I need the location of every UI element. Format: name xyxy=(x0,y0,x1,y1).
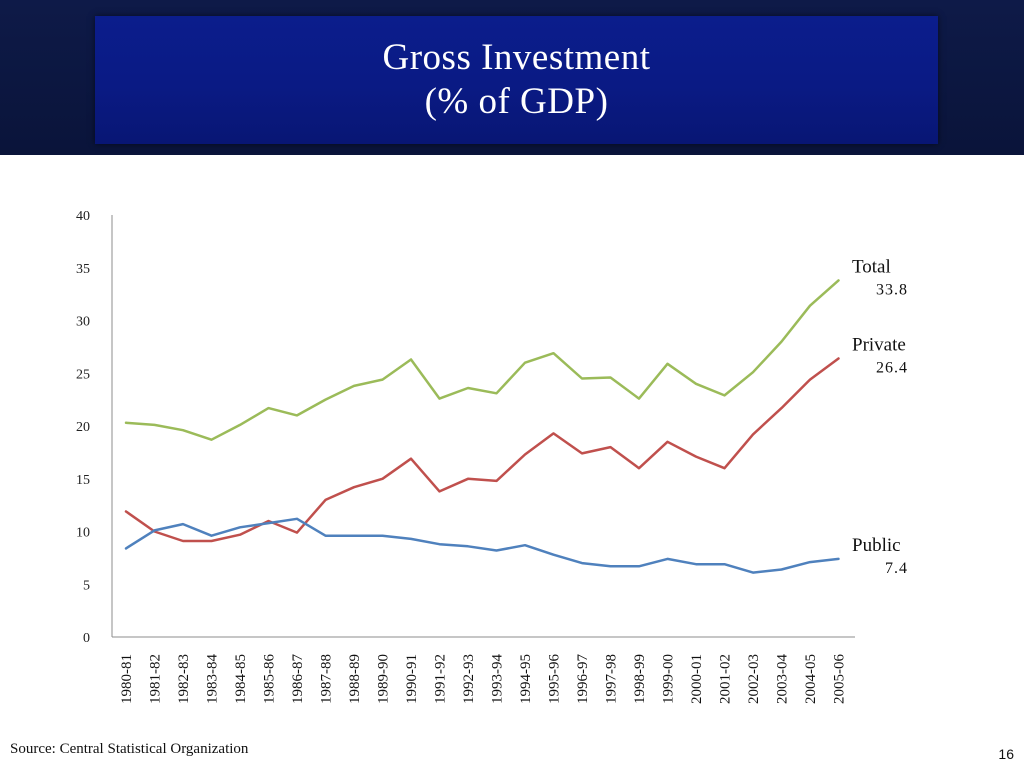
series-line-private xyxy=(124,357,840,543)
source-note: Source: Central Statistical Organization xyxy=(10,741,249,757)
x-tick-label: 1992-93 xyxy=(461,654,477,704)
y-axis-ticks: 0 5 10 15 20 25 30 35 40 xyxy=(76,209,90,646)
x-tick-label: 1999-00 xyxy=(661,654,677,704)
series-labels: Total 33.8 Private 26.4 Public 7.4 xyxy=(852,256,908,577)
series-end-value-public: 7.4 xyxy=(885,560,908,577)
chart-axes xyxy=(111,215,855,638)
series-label-private: Private xyxy=(852,334,906,355)
y-tick-label: 0 xyxy=(83,631,90,646)
series-label-public: Public xyxy=(852,535,901,556)
x-tick-label: 1991-92 xyxy=(433,654,449,704)
x-tick-label: 2000-01 xyxy=(689,654,705,704)
x-tick-label: 1983-84 xyxy=(205,654,221,704)
series-line-total xyxy=(124,279,840,441)
x-tick-label: 1993-94 xyxy=(490,654,506,704)
x-tick-label: 1997-98 xyxy=(604,654,620,704)
slide-title-line-2: (% of GDP) xyxy=(424,81,609,122)
x-tick-label: 1982-83 xyxy=(176,654,192,704)
x-tick-label: 1994-95 xyxy=(518,654,534,704)
x-tick-label: 2002-03 xyxy=(746,654,762,704)
title-box: Gross Investment (% of GDP) xyxy=(95,16,938,144)
x-tick-label: 1985-86 xyxy=(262,654,278,704)
x-tick-label: 1981-82 xyxy=(148,654,164,704)
x-tick-label: 1996-97 xyxy=(575,654,591,704)
y-tick-label: 20 xyxy=(76,420,90,435)
y-tick-label: 5 xyxy=(83,578,90,593)
x-axis-ticks: 1980-81 1981-82 1982-83 1983-84 1984-85 1985-… xyxy=(119,654,848,704)
x-tick-label: 1988-89 xyxy=(347,654,363,704)
page-number: 16 xyxy=(998,746,1014,762)
x-tick-label: 1998-99 xyxy=(632,654,648,704)
x-tick-label: 2004-05 xyxy=(803,654,819,704)
x-tick-label: 1984-85 xyxy=(233,654,249,704)
x-tick-label: 1987-88 xyxy=(319,654,335,704)
slide-title-line-1: Gross Investment xyxy=(382,37,651,78)
series-line-public xyxy=(124,517,840,574)
x-tick-label: 1980-81 xyxy=(119,654,135,704)
x-tick-label: 2005-06 xyxy=(832,654,848,704)
x-tick-label: 1986-87 xyxy=(290,654,306,704)
y-tick-label: 15 xyxy=(76,473,90,488)
series-end-value-private: 26.4 xyxy=(876,359,908,376)
y-tick-label: 30 xyxy=(76,315,90,330)
y-tick-label: 25 xyxy=(76,367,90,382)
y-tick-label: 10 xyxy=(76,526,90,541)
x-tick-label: 2001-02 xyxy=(718,654,734,704)
x-tick-label: 1989-90 xyxy=(376,654,392,704)
y-tick-label: 40 xyxy=(76,209,90,224)
y-tick-label: 35 xyxy=(76,262,90,277)
series-label-total: Total xyxy=(852,256,891,277)
x-tick-label: 2003-04 xyxy=(775,654,791,704)
chart-series xyxy=(124,279,840,574)
slide-content xyxy=(0,155,1024,768)
x-tick-label: 1990-91 xyxy=(404,654,420,704)
x-tick-label: 1995-96 xyxy=(547,654,563,704)
series-end-value-total: 33.8 xyxy=(876,281,908,298)
